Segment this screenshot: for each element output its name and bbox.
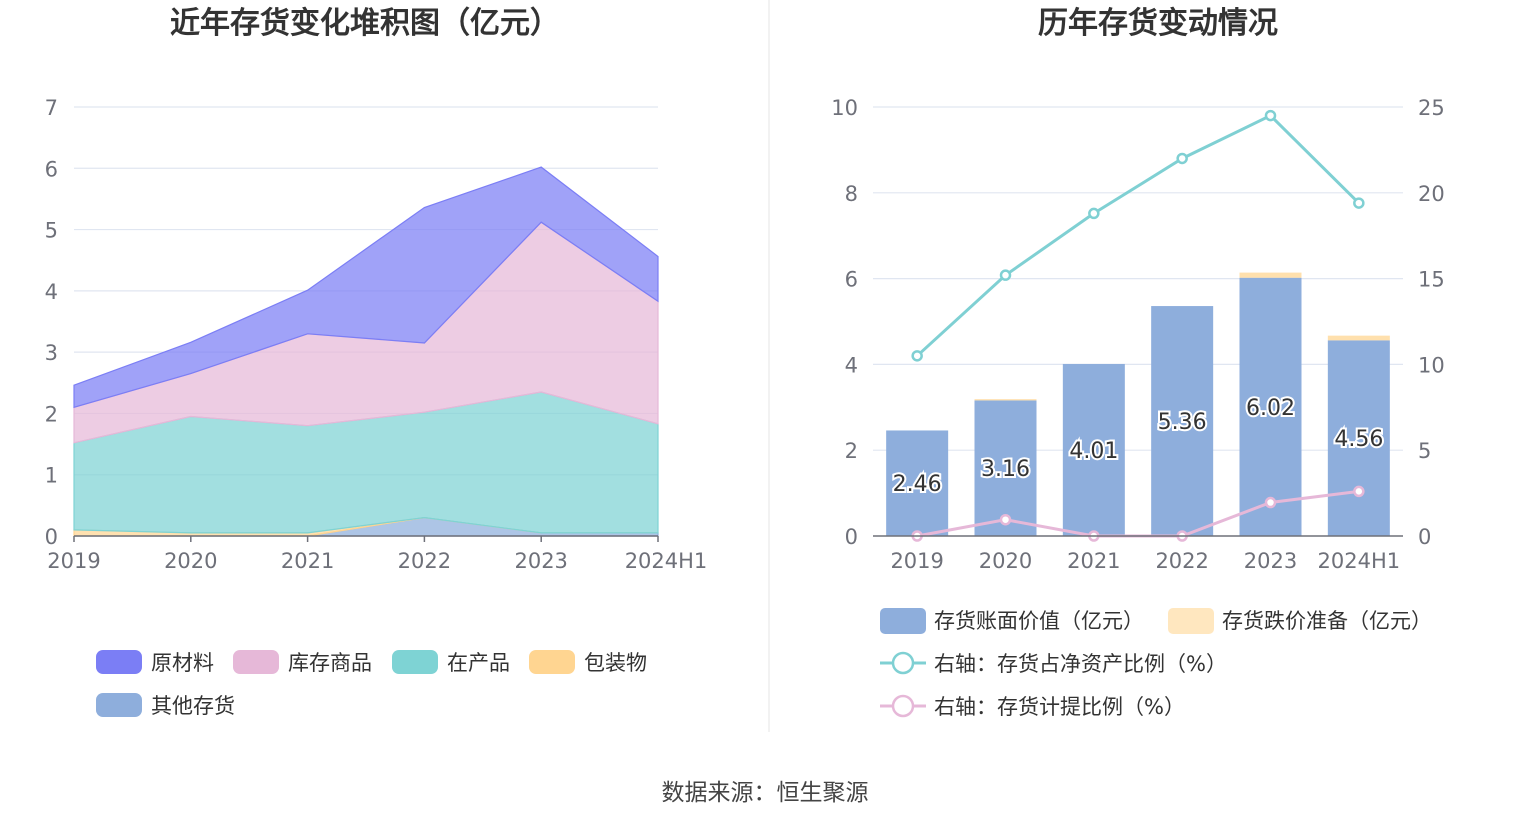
line-point [1176,152,1188,165]
left-chart-title: 近年存货变化堆积图（亿元） [170,6,560,41]
line-point [1264,496,1277,509]
bar-value-label: 6.02 [1246,396,1295,421]
right-y2-tick-label: 20 [1418,182,1445,206]
left-legend-swatch [529,650,575,674]
left-y-tick-label: 6 [45,157,58,181]
left-legend-label: 其他存货 [151,694,235,718]
right-y-tick-label: 8 [845,182,858,206]
left-y-tick-label: 7 [45,96,58,120]
right-x-tick-label: 2021 [1067,549,1120,573]
area-series-4 [73,166,659,409]
left-y-tick-label: 3 [45,341,58,365]
line-series-0 [916,113,1360,357]
right-legend-label: 存货跌价准备（亿元） [1222,609,1432,633]
right-y-tick-label: 6 [845,268,858,292]
right-bar-series [886,272,1390,536]
left-legend-swatch [96,650,142,674]
right-axis: 0 2 4 6 8 10 0 5 10 15 20 25 2019 2020 2021 2022 2023 202… [831,96,1444,573]
right-legend-swatch [880,608,926,634]
bar-book-value [1062,363,1125,536]
bar-line-combo-chart: 历年存货变动情况 2.46 3.16 4.01 5.36 6.02 4.56 0 2 4 6 8 1… [831,6,1444,719]
left-y-tick-label: 4 [45,280,58,304]
right-x-tick-label: 2023 [1244,549,1297,573]
left-y-tick-label: 1 [45,464,58,488]
bar-book-value [1151,306,1214,536]
left-x-tick-label: 2021 [281,549,334,573]
left-y-tick-label: 5 [45,219,58,243]
line-point [1353,197,1365,209]
right-y-tick-label: 0 [845,525,858,549]
bar-value-label: 4.01 [1069,439,1118,464]
right-grid [873,106,1403,451]
right-legend-label: 存货账面价值（亿元） [934,609,1144,633]
right-legend-marker [891,651,915,675]
right-legend-marker [891,694,915,718]
right-x-tick-label: 2019 [890,549,943,573]
right-y2-tick-label: 10 [1418,353,1445,377]
right-bar-labels: 2.46 3.16 4.01 5.36 6.02 4.56 [891,394,1386,499]
left-legend-swatch [233,650,279,674]
right-legend-label: 右轴：存货占净资产比例（%） [934,652,1227,676]
right-y2-tick-label: 0 [1418,525,1431,549]
line-point [999,513,1012,526]
left-legend-swatch [96,693,142,717]
line-point [999,269,1012,281]
right-legend-label: 右轴：存货计提比例（%） [934,695,1185,719]
right-y-tick-label: 10 [831,96,858,120]
line-point [1353,485,1365,498]
right-y2-tick-label: 15 [1418,268,1445,292]
bar-impairment-provision [1327,335,1390,341]
bar-value-label: 3.16 [981,457,1030,482]
right-y2-tick-label: 25 [1418,96,1445,120]
bar-book-value [1327,340,1390,536]
left-x-tick-label: 2020 [164,549,217,573]
right-x-tick-label: 2020 [979,549,1032,573]
data-source: 数据来源：恒生聚源 [662,780,869,806]
left-x-tick-label: 2024H1 [625,549,708,573]
left-legend-label: 原材料 [151,651,214,675]
left-y-tick-label: 0 [45,525,58,549]
left-area-series [73,166,659,537]
left-x-tick-label: 2019 [47,549,100,573]
right-chart-title: 历年存货变动情况 [1038,6,1278,41]
bar-value-label: 5.36 [1158,410,1207,435]
bar-value-label: 4.56 [1334,427,1383,452]
right-legend-swatch [1168,608,1214,634]
right-x-tick-label: 2024H1 [1318,549,1401,573]
left-axis: 0 1 2 3 4 5 6 7 2019 2020 2021 2022 2023 2024H1 [45,96,708,573]
left-legend-label: 包装物 [584,651,647,675]
right-x-tick-label: 2022 [1155,549,1208,573]
bar-impairment-provision [974,399,1037,401]
left-legend-label: 库存商品 [288,651,372,675]
line-point [911,350,923,362]
left-legend-label: 在产品 [447,651,510,675]
bar-book-value [1239,277,1302,536]
line-point [1264,109,1277,122]
left-y-tick-label: 2 [45,402,58,426]
bar-book-value [886,430,949,536]
right-y-tick-label: 2 [845,439,858,463]
right-y2-tick-label: 5 [1418,439,1431,463]
right-y-tick-label: 4 [845,353,858,377]
stacked-area-chart: 近年存货变化堆积图（亿元） 0 1 2 3 4 5 6 7 2019 2020 2021 2022 20… [45,6,708,718]
bar-impairment-provision [1239,272,1302,278]
bar-value-label: 2.46 [893,472,942,497]
left-x-tick-label: 2022 [398,549,451,573]
right-legend: 存货账面价值（亿元） 存货跌价准备（亿元） 右轴：存货占净资产比例（%） 右轴：存货计… [880,608,1432,719]
left-x-tick-label: 2023 [514,549,567,573]
bar-book-value [974,400,1037,536]
left-legend-swatch [392,650,438,674]
line-point [1088,207,1100,220]
right-line-series [911,109,1365,542]
